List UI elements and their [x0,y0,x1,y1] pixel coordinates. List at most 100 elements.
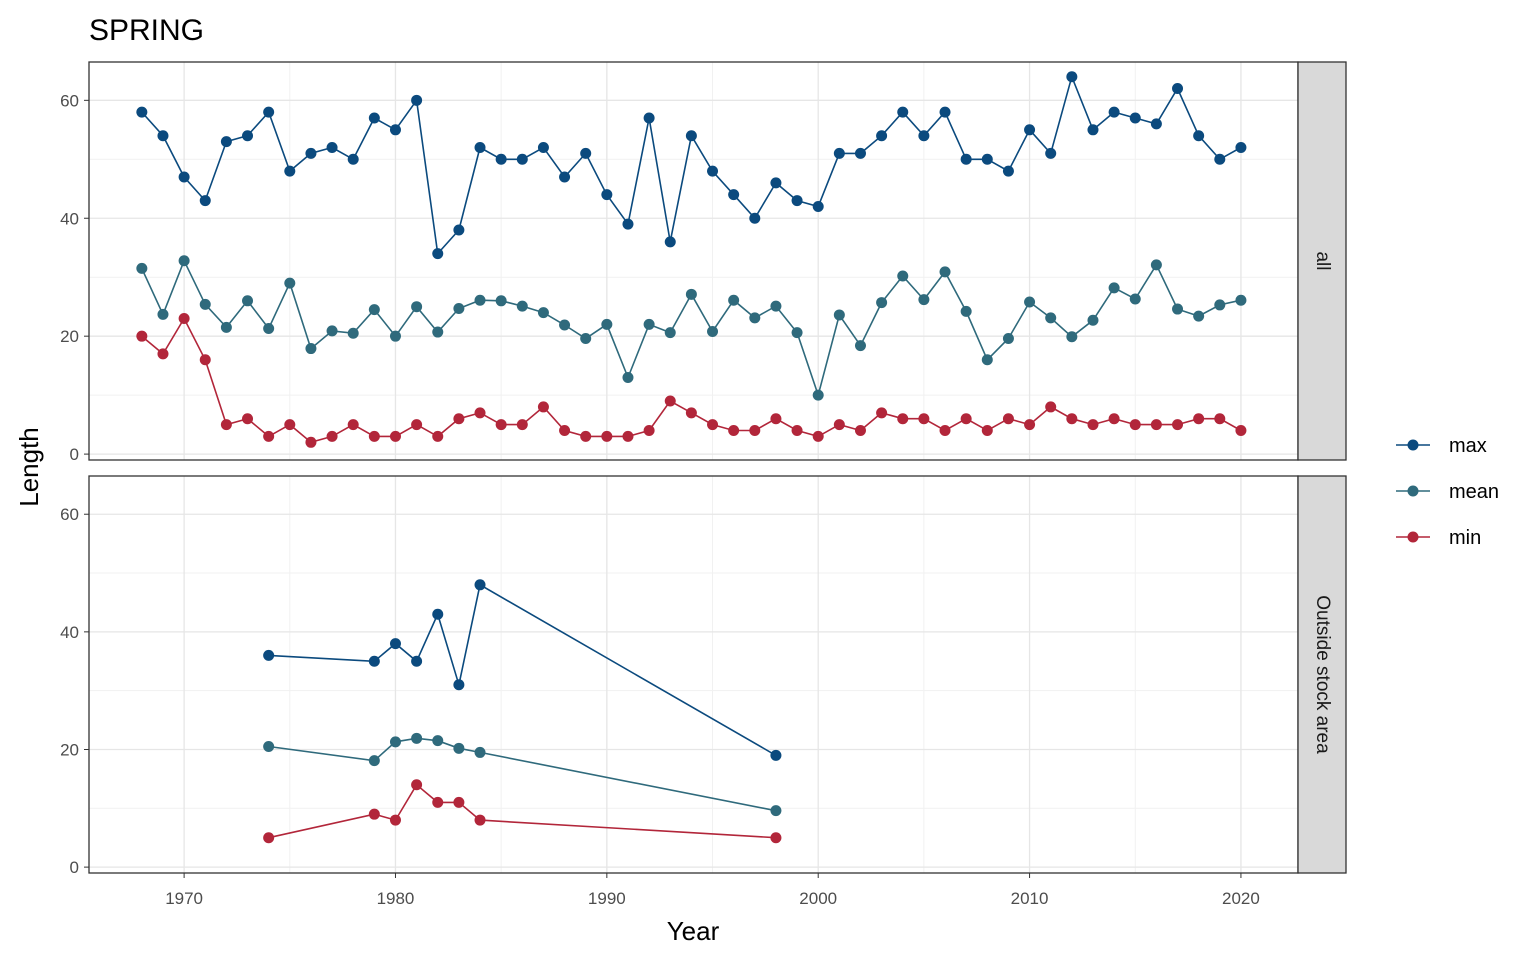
data-point-mean [918,294,930,306]
data-point-max [411,94,423,106]
data-point-mean [1045,312,1057,324]
panel-1: 0 20 40 60 Outside stock area [60,475,1347,877]
x-tick-label: 2000 [799,889,837,908]
facet-strip [1297,475,1347,874]
data-point-max [453,224,465,236]
data-point-mean [601,318,613,330]
data-point-mean [178,255,190,267]
data-point-min [474,407,486,419]
data-point-min [411,419,423,431]
x-tick-label: 1980 [377,889,415,908]
data-point-mean [833,309,845,321]
data-point-mean [263,741,275,753]
data-point-max [918,130,930,142]
panel-background [89,62,1298,460]
data-point-min [854,425,866,437]
data-point-mean [1214,299,1226,311]
data-point-max [876,130,888,142]
data-point-max [284,165,296,177]
data-point-min [833,419,845,431]
data-point-mean [263,323,275,335]
data-point-min [707,419,719,431]
data-point-min [537,401,549,413]
data-point-min [432,430,444,442]
y-tick-label: 20 [60,740,79,759]
data-point-max [601,189,613,201]
data-point-mean [1172,303,1184,315]
data-point-min [1172,419,1184,431]
data-point-min [389,430,401,442]
data-point-min [453,413,465,425]
data-point-min [347,419,359,431]
series-min [263,779,782,844]
data-point-mean [939,266,951,278]
data-point-max [220,136,232,148]
y-tick-label: 40 [60,623,79,642]
data-point-min [1045,401,1057,413]
data-point-max [474,141,486,153]
data-point-min [812,430,824,442]
data-point-max [1066,71,1078,83]
data-point-mean [559,319,571,331]
data-point-mean [643,318,655,330]
data-point-max [136,106,148,118]
data-point-mean [537,307,549,319]
chart-title: SPRING [89,14,204,47]
x-axis-label: Year [667,916,720,946]
y-tick-label: 0 [70,858,79,877]
x-tick-label: 1990 [588,889,626,908]
series-mean [263,732,782,817]
data-point-max [1172,83,1184,95]
data-point-max [833,147,845,159]
data-point-min [136,330,148,342]
data-point-max [897,106,909,118]
data-point-mean [728,294,740,306]
data-point-max [474,579,486,591]
x-axis: 1970 1980 1990 2000 2010 2020 [165,873,1260,908]
legend-item-max: max [1396,435,1487,457]
data-point-min [876,407,888,419]
data-point-max [389,638,401,650]
data-point-max [368,655,380,667]
data-point-max [559,171,571,183]
data-point-max [1002,165,1014,177]
x-tick-label: 2010 [1011,889,1049,908]
data-point-min [1108,413,1120,425]
data-point-mean [960,305,972,317]
data-point-mean [1108,282,1120,294]
data-point-mean [199,298,211,310]
data-point-max [770,177,782,189]
data-point-min [389,814,401,826]
data-point-max [411,655,423,667]
data-point-min [1024,419,1036,431]
data-point-max [537,141,549,153]
data-point-mean [1087,314,1099,326]
data-point-max [1150,118,1162,130]
data-point-max [1087,124,1099,136]
data-point-mean [685,288,697,300]
data-point-mean [389,736,401,748]
data-point-max [305,147,317,159]
data-point-max [1235,141,1247,153]
data-point-mean [770,300,782,312]
data-point-max [749,212,761,224]
data-point-max [854,147,866,159]
data-point-min [1235,425,1247,437]
data-point-mean [791,327,803,339]
legend-label: mean [1449,481,1499,503]
data-point-max [770,749,782,761]
x-tick-label: 1970 [165,889,203,908]
legend-key-point [1407,531,1419,543]
data-point-max [939,106,951,118]
data-point-min [981,425,993,437]
data-point-max [432,608,444,620]
data-point-min [178,312,190,324]
legend-key-point [1407,439,1419,451]
data-point-mean [1129,293,1141,305]
data-point-min [1066,413,1078,425]
data-point-max [263,106,275,118]
data-point-mean [453,302,465,314]
legend-label: max [1449,435,1487,457]
data-point-min [453,796,465,808]
data-point-max [263,649,275,661]
